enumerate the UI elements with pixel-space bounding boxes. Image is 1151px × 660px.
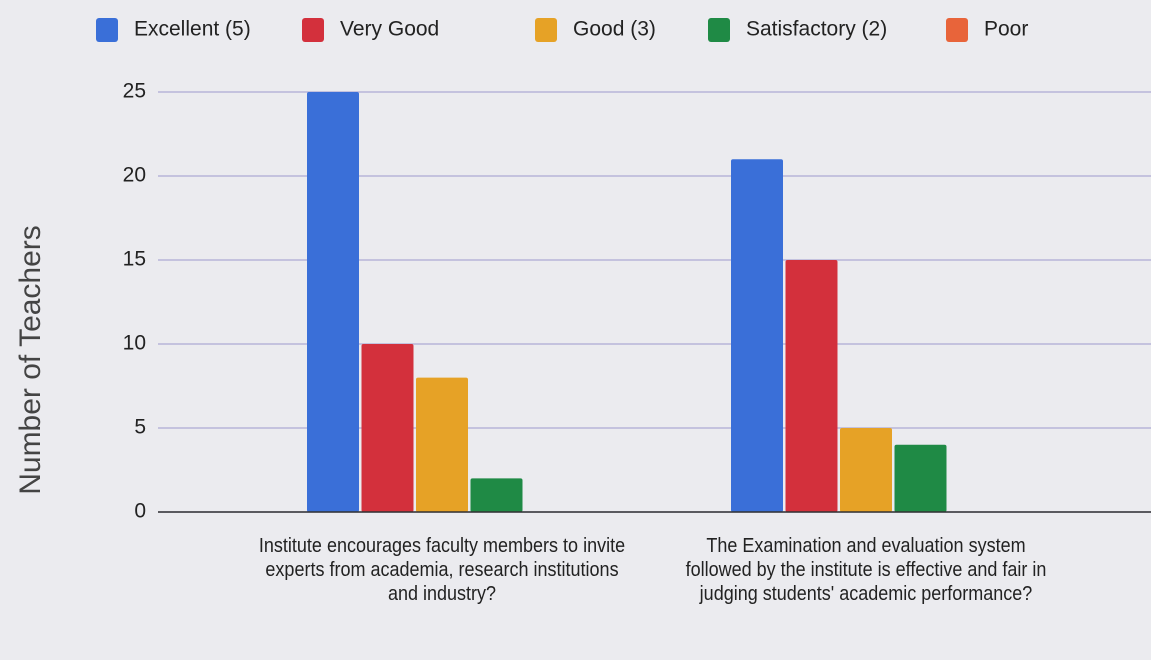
legend-label: Excellent (5) (134, 18, 251, 41)
bar (470, 478, 523, 512)
bar (894, 444, 947, 512)
y-tick-label: 20 (123, 164, 146, 187)
bar (840, 428, 892, 512)
y-tick-label: 0 (134, 500, 146, 523)
bar (307, 92, 359, 512)
y-tick-label: 25 (123, 80, 146, 103)
x-tick-label: The Examination and evaluation system fo… (685, 535, 1047, 605)
legend-label: Very Good (340, 18, 439, 41)
legend-label: Good (3) (573, 18, 656, 41)
legend-label: Poor (984, 18, 1028, 41)
legend-swatch (535, 18, 557, 42)
legend-swatch (96, 18, 118, 42)
bar (361, 344, 414, 512)
y-axis-label: Number of Teachers (14, 225, 47, 495)
legend-swatch (946, 18, 968, 42)
y-tick-label: 15 (123, 248, 146, 271)
x-tick-label: Institute encourages faculty members to … (258, 535, 626, 605)
legend-swatch (302, 18, 324, 42)
legend-label: Satisfactory (2) (746, 18, 887, 41)
bar (416, 377, 468, 512)
y-tick-label: 5 (134, 416, 146, 439)
bar (731, 159, 783, 512)
legend-swatch (708, 18, 730, 42)
bar (785, 260, 838, 512)
y-tick-label: 10 (123, 332, 146, 355)
